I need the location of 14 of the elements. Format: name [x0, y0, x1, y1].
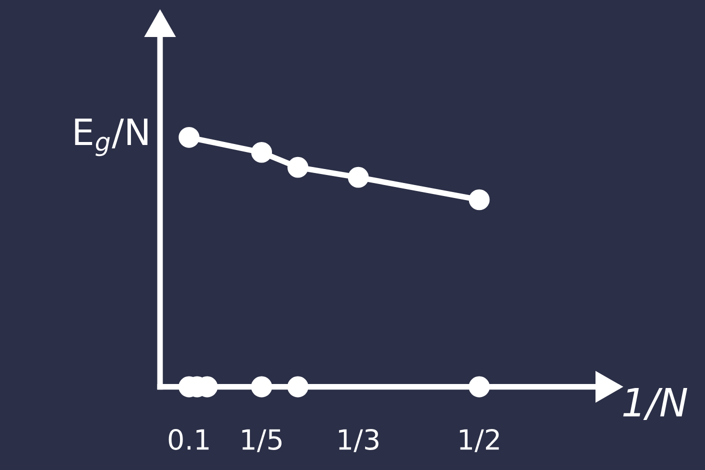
y-axis-title: E$_{g}$/N [75, 118, 148, 156]
point [468, 376, 490, 398]
x-axis-title: 1/N [623, 388, 688, 420]
x-tick-label: 1/2 [460, 428, 499, 452]
x-tick-label: 1/5 [242, 429, 282, 452]
point [251, 376, 272, 398]
x-tick-label: 0.1 [168, 428, 209, 450]
x-tick-label: 1/3 [339, 428, 378, 452]
point [468, 189, 490, 210]
point [251, 142, 272, 163]
point [348, 166, 369, 188]
point [178, 127, 200, 148]
point [287, 376, 308, 398]
point [287, 156, 308, 178]
